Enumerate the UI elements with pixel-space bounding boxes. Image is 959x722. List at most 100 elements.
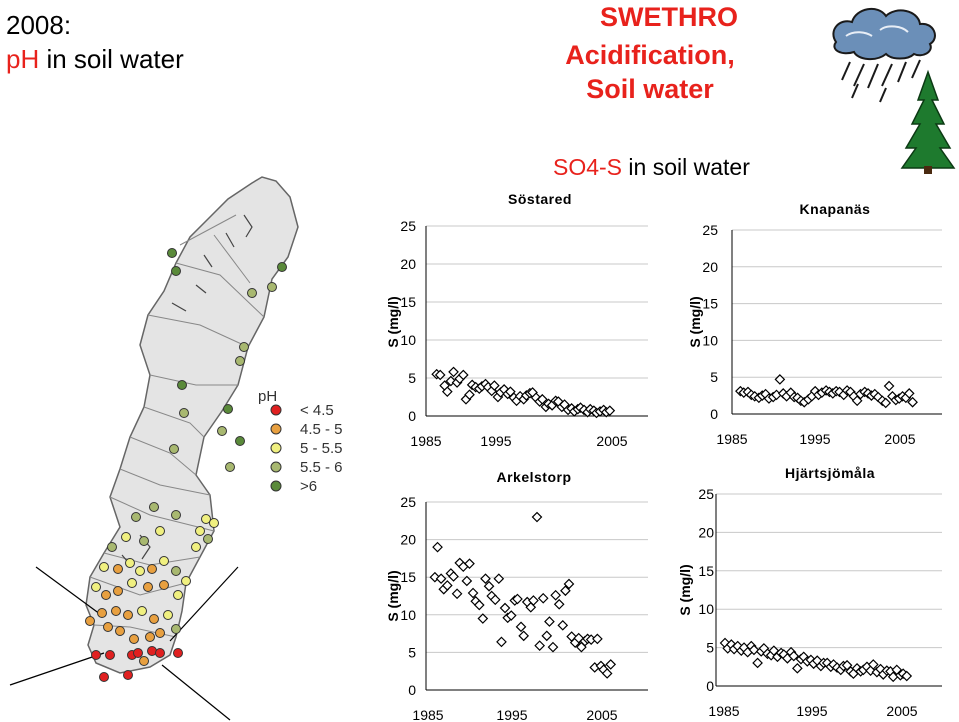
title-rest: in soil water [39,44,184,74]
data-point [448,571,459,582]
y-tick-label: 5 [706,640,714,656]
chart-title: Söstared [508,191,572,207]
y-tick-label: 10 [400,332,416,348]
data-point [592,633,603,645]
y-tick-label: 20 [400,532,416,548]
x-tick-label: 2005 [596,433,627,449]
title-line2: pH in soil water [6,42,184,76]
data-point [435,573,447,585]
data-point [560,585,571,597]
data-point [553,598,565,610]
data-point [432,541,443,553]
legend-label: >6 [300,478,317,495]
data-point [792,662,803,674]
y-tick-label: 0 [706,678,714,694]
data-point [903,388,915,399]
x-tick-label: 1985 [716,431,747,447]
slide-title: 2008: pH in soil water [6,8,184,76]
data-point [480,573,491,585]
y-tick-label: 25 [698,486,714,502]
data-point [499,602,511,614]
section-title: SO4-S in soil water [553,154,750,181]
x-tick-label: 1995 [796,703,827,719]
y-axis-label: S (mg/l) [677,564,693,615]
data-point [880,397,892,409]
title-line1: 2008: [6,10,72,40]
legend-title: pH [258,388,277,405]
data-point [477,613,489,624]
x-tick-label: 1985 [708,703,739,719]
data-point [531,511,543,523]
y-tick-label: 0 [408,408,416,424]
data-point [563,578,575,590]
y-tick-label: 25 [400,494,416,510]
data-point [441,580,453,591]
y-tick-label: 25 [400,218,416,234]
legend-swatch [270,461,282,473]
data-point [547,641,559,653]
data-point [515,621,527,633]
x-tick-label: 1995 [496,707,527,722]
data-point [496,636,507,648]
data-point [867,659,879,670]
chart-1: 0 5 10 15 20 25 1985 1995 2005 Knapanäs S (mg/l) [687,201,942,447]
data-point [434,369,446,381]
data-point [774,374,786,385]
legend-swatch [270,423,282,435]
legend-label: 4.5 - 5 [300,421,343,438]
data-point [451,588,463,600]
y-tick-label: 25 [702,222,718,238]
x-tick-label: 1985 [412,707,443,722]
y-tick-label: 0 [710,406,718,422]
callout-lines [9,566,239,721]
chart-title: Hjärtsjömåla [785,465,875,481]
x-tick-label: 1995 [799,431,830,447]
data-point [534,640,546,651]
data-point [467,587,479,599]
x-tick-label: 2005 [586,707,617,722]
spruce-tree-icon [900,69,956,174]
data-point [550,589,561,601]
data-point [752,657,763,669]
data-point [457,369,469,381]
data-point [518,630,530,642]
y-axis-label: S (mg/l) [687,296,703,347]
subtitle: Acidification, Soil water [500,38,800,106]
x-tick-label: 1995 [480,433,511,449]
brand-name: SWETHRO [600,2,738,32]
legend-swatch [270,442,282,454]
ph-legend: pH < 4.5 4.5 - 5 5 - 5.5 5.5 - 6 >6 [258,388,343,495]
data-point [461,575,473,587]
data-point [544,616,555,627]
x-tick-label: 2005 [886,703,917,719]
data-point [557,619,569,631]
data-point [489,594,501,606]
data-point [601,668,613,679]
y-tick-label: 5 [408,644,416,660]
x-tick-label: 2005 [884,431,915,447]
x-tick-label: 1985 [410,433,441,449]
data-point [483,580,495,592]
section-rest: in soil water [622,154,750,180]
y-tick-label: 10 [698,601,714,617]
data-point [907,396,918,408]
chart-title: Arkelstorp [496,469,571,485]
subtitle-line2: Soil water [586,74,714,104]
data-point [788,650,800,662]
data-point [537,592,549,604]
y-tick-label: 15 [400,294,416,310]
y-tick-label: 20 [698,524,714,540]
data-point [512,593,523,605]
y-tick-label: 15 [702,296,718,312]
data-point [851,395,863,407]
sweden-map: pH < 4.5 4.5 - 5 5 - 5.5 5.5 - 6 >6 [9,176,343,721]
data-point [464,389,475,401]
y-tick-label: 15 [698,563,714,579]
data-point [464,558,475,570]
legend-swatch [270,404,282,416]
data-point [536,393,548,405]
legend-swatch [270,480,282,492]
y-tick-label: 5 [408,370,416,386]
y-tick-label: 10 [400,607,416,623]
